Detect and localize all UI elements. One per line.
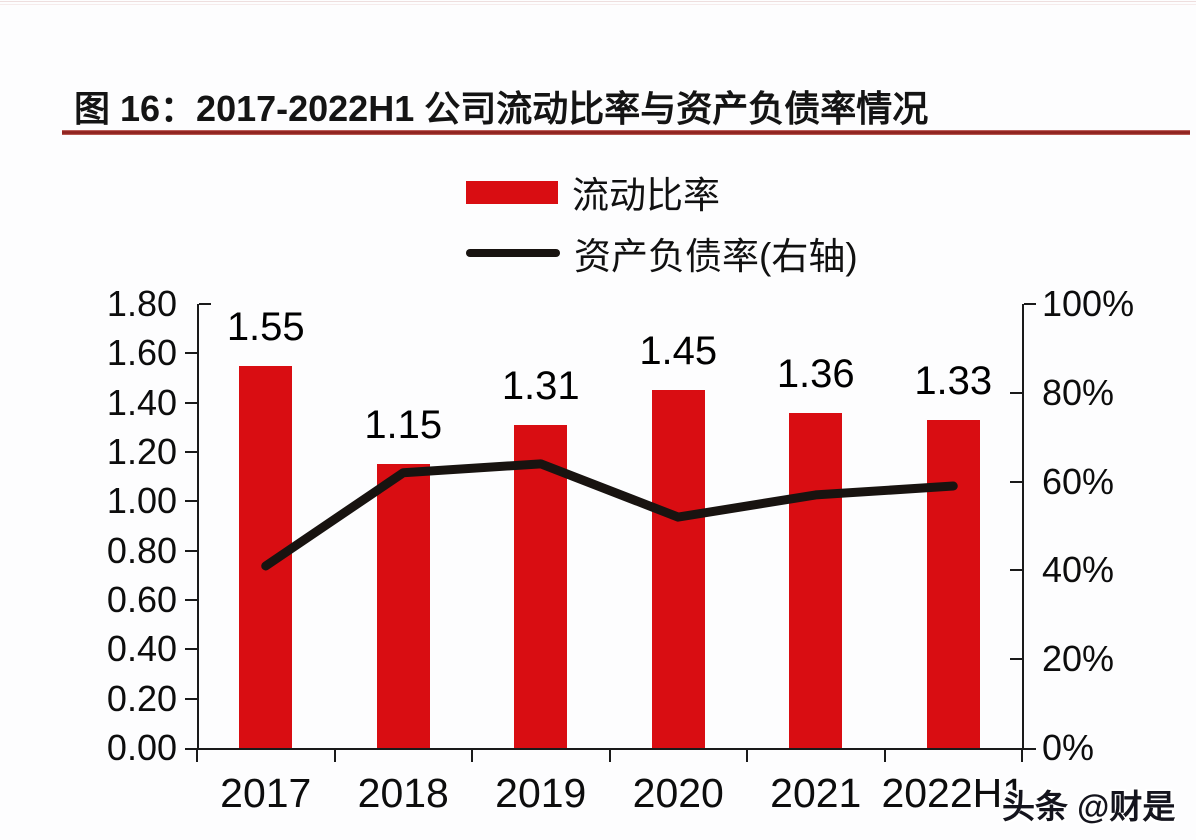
top-divider-line (0, 1, 1196, 2)
bar-value-label-2020: 1.45 (639, 329, 718, 374)
legend-label-current-ratio: 流动比率 (572, 175, 720, 216)
x-axis-tick (883, 750, 886, 762)
right-axis-top-tick (1024, 303, 1036, 305)
x-axis-category-label: 2020 (632, 770, 724, 816)
left-axis-tick (185, 500, 197, 503)
bar-2021 (789, 412, 843, 748)
x-axis-category-label: 2018 (357, 770, 449, 816)
top-divider-line-2 (0, 4, 1196, 5)
right-axis-tick-label: 20% (1042, 638, 1115, 680)
right-axis-tick (1010, 658, 1022, 661)
line-path (261, 459, 958, 571)
x-axis-category-label: 2021 (770, 770, 862, 816)
left-axis-top-tick (199, 303, 211, 305)
bar-value-label-2022H1: 1.33 (914, 358, 993, 403)
x-axis-category-label: 2017 (220, 770, 312, 816)
legend-label-debt-ratio: 资产负债率(右轴) (574, 236, 858, 277)
left-axis-tick-label: 1.60 (106, 332, 177, 374)
right-axis-tick-label: 80% (1042, 371, 1115, 413)
bar-2020 (651, 390, 705, 748)
x-axis-tick (333, 750, 336, 762)
right-axis-tick-label: 60% (1042, 460, 1115, 502)
left-axis-tick (185, 599, 197, 601)
right-y-axis-line (1022, 304, 1024, 748)
left-axis-tick-label: 0.40 (106, 628, 177, 670)
left-axis-tick-label: 1.80 (106, 283, 177, 324)
bar-value-label-2017: 1.55 (226, 304, 305, 349)
chart-legend: 流动比率 资产负债率(右轴) (466, 170, 858, 277)
right-axis-tick (1010, 391, 1022, 394)
left-axis-tick-label: 0.60 (106, 579, 177, 620)
watermark: 头条 @财是 (1002, 788, 1176, 825)
bar-2022H1 (926, 419, 980, 748)
right-axis-tick-label: 40% (1042, 549, 1115, 591)
bar-2018 (376, 464, 430, 748)
right-axis-tick-label: 100% (1042, 283, 1135, 324)
x-axis-tick (746, 750, 748, 762)
x-axis-tick (1021, 750, 1023, 762)
x-axis-line (185, 748, 1036, 750)
left-y-axis-line (197, 304, 199, 748)
x-axis-tick (471, 750, 473, 762)
left-axis-tick-label: 1.40 (106, 381, 177, 423)
left-axis-tick (185, 451, 197, 453)
left-axis-tick-label: 0.00 (106, 727, 177, 768)
figure-title: 图 16：2017-2022H1 公司流动比率与资产负债率情况 (74, 88, 929, 129)
x-axis-category-label: 2019 (495, 770, 587, 816)
left-axis-tick-label: 0.80 (106, 529, 177, 571)
x-axis-category-label: 2022H1 (881, 770, 1026, 816)
line-series-swatch (466, 249, 560, 257)
x-axis-tick (196, 750, 198, 762)
bar-2019 (514, 424, 568, 748)
left-axis-tick (185, 549, 197, 552)
left-axis-tick (185, 401, 197, 404)
right-axis-tick (1010, 569, 1022, 572)
left-axis-tick-label: 1.00 (106, 480, 177, 522)
right-axis-tick (1010, 480, 1022, 483)
right-axis-tick-label: 0% (1042, 727, 1095, 768)
bar-series-swatch (466, 180, 558, 204)
bar-value-label-2021: 1.36 (776, 351, 855, 396)
title-divider (62, 130, 1190, 135)
bar-value-label-2018: 1.15 (364, 403, 443, 448)
left-axis-tick-label: 1.20 (106, 431, 177, 472)
legend-item-current-ratio: 流动比率 (466, 170, 858, 216)
legend-item-debt-ratio: 资产负债率(右轴) (466, 231, 858, 277)
left-axis-tick (185, 697, 197, 700)
left-axis-tick (185, 648, 197, 651)
x-axis-tick (608, 750, 611, 762)
bar-value-label-2019: 1.31 (501, 363, 580, 408)
left-axis-tick (185, 352, 197, 355)
left-axis-tick-label: 0.20 (106, 677, 177, 719)
